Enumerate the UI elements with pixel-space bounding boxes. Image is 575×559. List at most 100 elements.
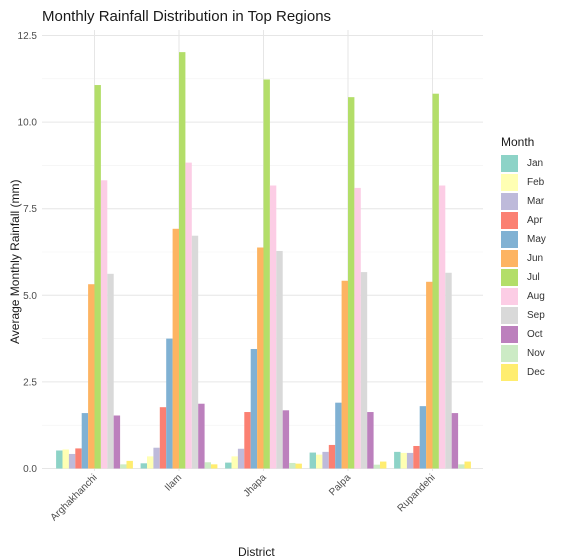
bar-apr-jhapa — [244, 412, 251, 469]
bar-apr-rupandehi — [413, 445, 420, 469]
y-tick-label: 10.0 — [18, 118, 38, 129]
bar-nov-rupandehi — [458, 464, 465, 469]
bar-nov-ilam — [204, 462, 211, 469]
legend-label: Dec — [527, 367, 545, 378]
legend-label: Oct — [527, 329, 543, 340]
bar-sep-palpa — [360, 272, 368, 469]
bar-jan-jhapa — [225, 462, 232, 469]
bar-oct-arghakhanchi — [113, 415, 121, 469]
legend-swatch — [501, 269, 518, 286]
legend-label: May — [527, 234, 546, 245]
legend-swatch — [501, 288, 518, 305]
bar-dec-palpa — [380, 461, 387, 469]
bar-apr-palpa — [328, 444, 336, 469]
legend-label: Jan — [527, 158, 544, 169]
bar-jun-arghakhanchi — [88, 284, 95, 469]
y-tick-label: 7.5 — [23, 204, 37, 215]
bar-sep-arghakhanchi — [107, 273, 114, 469]
legend-label: Nov — [527, 348, 545, 359]
legend-item-jun: Jun — [501, 249, 546, 268]
bar-aug-jhapa — [269, 185, 277, 469]
bar-sep-rupandehi — [445, 272, 452, 469]
y-tick-label: 5.0 — [23, 291, 37, 302]
bar-mar-ilam — [153, 447, 160, 469]
bar-feb-ilam — [147, 456, 154, 469]
bar-nov-palpa — [373, 464, 380, 469]
bar-nov-arghakhanchi — [120, 464, 127, 469]
legend-item-may: May — [501, 230, 546, 249]
bar-oct-palpa — [367, 412, 374, 469]
y-tick-label: 0.0 — [23, 464, 37, 475]
legend-label: Aug — [527, 291, 545, 302]
legend-swatch — [501, 155, 518, 172]
legend-label: Sep — [527, 310, 545, 321]
bar-jun-palpa — [341, 280, 348, 469]
chart-title: Monthly Rainfall Distribution in Top Reg… — [42, 8, 332, 25]
bar-mar-arghakhanchi — [68, 453, 76, 469]
y-tick-label: 12.5 — [18, 31, 38, 42]
bar-jul-jhapa — [263, 79, 270, 469]
bar-jul-ilam — [179, 52, 186, 469]
bar-sep-jhapa — [276, 250, 283, 469]
x-tick-label: Ilam — [163, 472, 184, 493]
bar-aug-arghakhanchi — [100, 180, 108, 469]
legend-item-apr: Apr — [501, 211, 546, 230]
bar-mar-palpa — [322, 451, 329, 469]
bar-aug-rupandehi — [438, 185, 446, 469]
bar-jul-palpa — [348, 97, 355, 469]
bar-nov-jhapa — [289, 462, 296, 469]
legend-swatch — [501, 364, 518, 381]
bar-may-jhapa — [250, 348, 258, 469]
bar-apr-arghakhanchi — [75, 448, 82, 469]
bar-jul-rupandehi — [432, 93, 439, 469]
bar-jan-ilam — [140, 463, 147, 469]
x-tick-label: Arghakhanchi — [49, 472, 100, 523]
bar-jun-jhapa — [257, 247, 264, 469]
x-axis-ticks: Arghakhanchi Ilam Jhapa Palpa Rupandehi — [49, 472, 438, 523]
legend-label: Jun — [527, 253, 544, 264]
bar-dec-ilam — [211, 464, 218, 469]
legend-item-sep: Sep — [501, 306, 546, 325]
bar-jun-ilam — [172, 228, 179, 469]
x-tick-label: Palpa — [327, 472, 353, 498]
bar-sep-ilam — [191, 235, 199, 469]
legend-swatch — [501, 250, 518, 267]
legend-item-mar: Mar — [501, 192, 546, 211]
bar-feb-palpa — [316, 454, 323, 469]
bar-jan-palpa — [309, 452, 316, 469]
legend-label: Mar — [527, 196, 545, 207]
bar-feb-arghakhanchi — [62, 449, 69, 469]
bar-dec-arghakhanchi — [126, 460, 133, 469]
x-axis-label: District — [238, 545, 275, 559]
legend-item-feb: Feb — [501, 173, 546, 192]
bar-mar-rupandehi — [406, 452, 414, 469]
legend-item-jul: Jul — [501, 268, 546, 287]
bar-aug-palpa — [354, 187, 361, 469]
legend-swatch — [501, 174, 518, 191]
y-axis-ticks: 0.0 2.5 5.0 7.5 10.0 12.5 — [18, 31, 38, 475]
bar-oct-ilam — [198, 403, 205, 469]
bar-feb-rupandehi — [400, 452, 407, 469]
legend-swatch — [501, 231, 518, 248]
bar-dec-jhapa — [295, 463, 302, 469]
x-tick-label: Jhapa — [242, 472, 269, 499]
legend-title: Month — [501, 135, 535, 149]
bar-may-palpa — [335, 402, 342, 469]
bar-apr-ilam — [159, 407, 167, 469]
legend-item-nov: Nov — [501, 344, 546, 363]
bar-mar-jhapa — [237, 448, 245, 469]
legend-swatch — [501, 326, 518, 343]
bars — [56, 52, 471, 469]
bar-oct-jhapa — [282, 410, 290, 469]
legend-swatch — [501, 193, 518, 210]
legend: Month Jan Feb Mar Apr May Jun Jul Aug Sep Oct Nov D… — [501, 135, 546, 382]
legend-label: Jul — [527, 272, 540, 283]
bar-dec-rupandehi — [464, 461, 471, 469]
bar-jun-rupandehi — [426, 281, 433, 469]
legend-swatch — [501, 307, 518, 324]
bar-aug-ilam — [185, 162, 192, 469]
bar-jan-arghakhanchi — [56, 450, 63, 469]
legend-label: Apr — [527, 215, 543, 226]
legend-item-aug: Aug — [501, 287, 546, 306]
